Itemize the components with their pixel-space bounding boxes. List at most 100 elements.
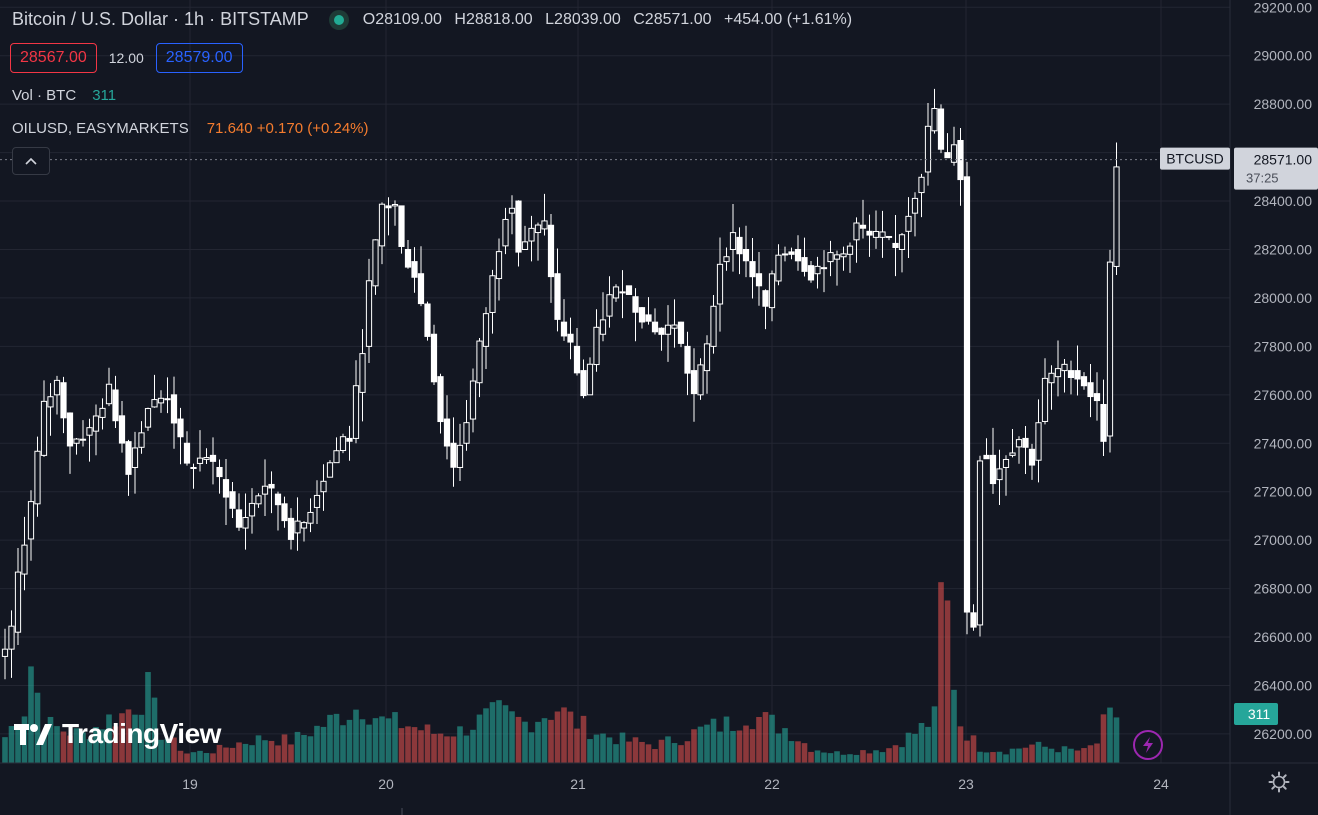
volume-bar — [1068, 748, 1074, 763]
lightning-button[interactable] — [1133, 730, 1163, 760]
volume-bar — [262, 740, 268, 763]
candle-body — [684, 345, 691, 374]
candle-body — [495, 251, 503, 280]
candle-body — [567, 333, 574, 343]
volume-bar — [145, 672, 151, 763]
settings-gear-icon[interactable] — [1268, 771, 1290, 793]
candle-body — [781, 253, 789, 256]
candle-body — [118, 415, 126, 444]
trade-buttons: 28567.00 12.00 28579.00 — [10, 43, 243, 73]
volume-bar — [548, 719, 554, 763]
volume-bar — [990, 752, 996, 763]
candle-body — [788, 251, 795, 255]
candle-body — [1022, 437, 1029, 448]
candle-body — [313, 494, 321, 508]
volume-bar — [1081, 748, 1087, 763]
volume-bar — [515, 716, 522, 763]
y-tick-label: 28200.00 — [1254, 241, 1313, 257]
volume-bar — [1100, 714, 1107, 763]
candle-body — [300, 522, 308, 529]
candle-body — [463, 422, 470, 444]
candle-body — [359, 353, 366, 393]
symbol-title[interactable]: Bitcoin / U.S. Dollar · 1h · BITSTAMP — [12, 9, 309, 29]
volume-bar — [782, 728, 788, 763]
volume-bar — [333, 713, 340, 763]
candle-body — [443, 418, 451, 447]
y-tick-label: 28000.00 — [1254, 290, 1313, 306]
x-tick-label: 21 — [570, 776, 586, 792]
collapse-legend-button[interactable] — [12, 147, 50, 175]
candle-body — [508, 207, 516, 214]
tradingview-logo[interactable]: TradingView — [14, 718, 221, 750]
candle-body — [248, 502, 256, 517]
volume-bar — [522, 721, 528, 763]
volume-bar — [925, 726, 931, 763]
candle-body — [307, 511, 314, 524]
candle-body — [840, 253, 847, 258]
candle-body — [794, 248, 802, 262]
x-tick-label: 23 — [958, 776, 974, 792]
volume-bar — [431, 733, 437, 763]
volume-bar — [80, 732, 86, 763]
volume-bar — [184, 753, 190, 763]
candle-body — [1048, 372, 1055, 384]
volume-bar — [762, 712, 769, 763]
candle-body — [8, 625, 15, 650]
candle-body — [827, 252, 834, 263]
volume-bar — [112, 726, 119, 763]
candle-body — [1035, 422, 1042, 461]
volume-bar — [1003, 754, 1009, 763]
volume-bar — [463, 735, 470, 763]
chevron-up-icon — [25, 157, 37, 165]
sell-button[interactable]: 28567.00 — [10, 43, 97, 73]
volume-bar — [1107, 707, 1113, 763]
candle-body — [976, 460, 984, 626]
candle-body — [209, 454, 217, 462]
y-tick-label: 27800.00 — [1254, 338, 1313, 354]
candle-body — [476, 340, 483, 384]
volume-bar — [567, 711, 574, 763]
candle-body — [60, 382, 67, 419]
volume-bar — [1042, 746, 1048, 763]
volume-bar — [710, 718, 717, 763]
candle-body — [619, 291, 626, 294]
volume-bar — [411, 727, 418, 763]
open-value: O28109.00 — [362, 10, 442, 28]
volume-bar — [951, 689, 957, 763]
volume-bar — [554, 711, 561, 763]
candle-body — [287, 517, 295, 540]
candle-body — [1002, 458, 1010, 468]
candle-body — [255, 495, 262, 505]
volume-bar — [879, 752, 886, 763]
volume-bar — [457, 726, 463, 763]
volume-bar — [574, 728, 580, 763]
volume-bar — [931, 706, 938, 763]
volume-legend[interactable]: Vol · BTC 311 — [12, 87, 116, 104]
candle-body — [378, 203, 386, 247]
candle-body — [164, 398, 171, 401]
volume-bar — [236, 742, 242, 763]
volume-bar — [1055, 752, 1061, 763]
overlay-legend[interactable]: OILUSD, EASYMARKETS 71.640 +0.170 (+0.24… — [12, 120, 369, 137]
candle-body — [144, 408, 152, 428]
volume-value: 311 — [92, 87, 117, 104]
volume-bar — [580, 715, 587, 763]
candle-body — [749, 261, 756, 278]
volume-bar — [450, 736, 457, 763]
candle-body — [404, 248, 412, 268]
change-value: +454.00 (+1.61%) — [723, 10, 853, 28]
volume-bar — [626, 741, 632, 763]
candle-body — [203, 457, 210, 460]
candle-body — [261, 485, 269, 495]
volume-bar — [119, 713, 125, 763]
candle-body — [606, 294, 613, 317]
volume-bar — [340, 725, 346, 763]
candle-body — [762, 290, 769, 307]
candle-body — [482, 313, 490, 347]
candle-body — [931, 107, 938, 132]
buy-button[interactable]: 28579.00 — [155, 43, 243, 73]
volume-bar — [151, 697, 158, 763]
candle-body — [450, 442, 457, 468]
x-tick-label: 24 — [1153, 776, 1169, 792]
